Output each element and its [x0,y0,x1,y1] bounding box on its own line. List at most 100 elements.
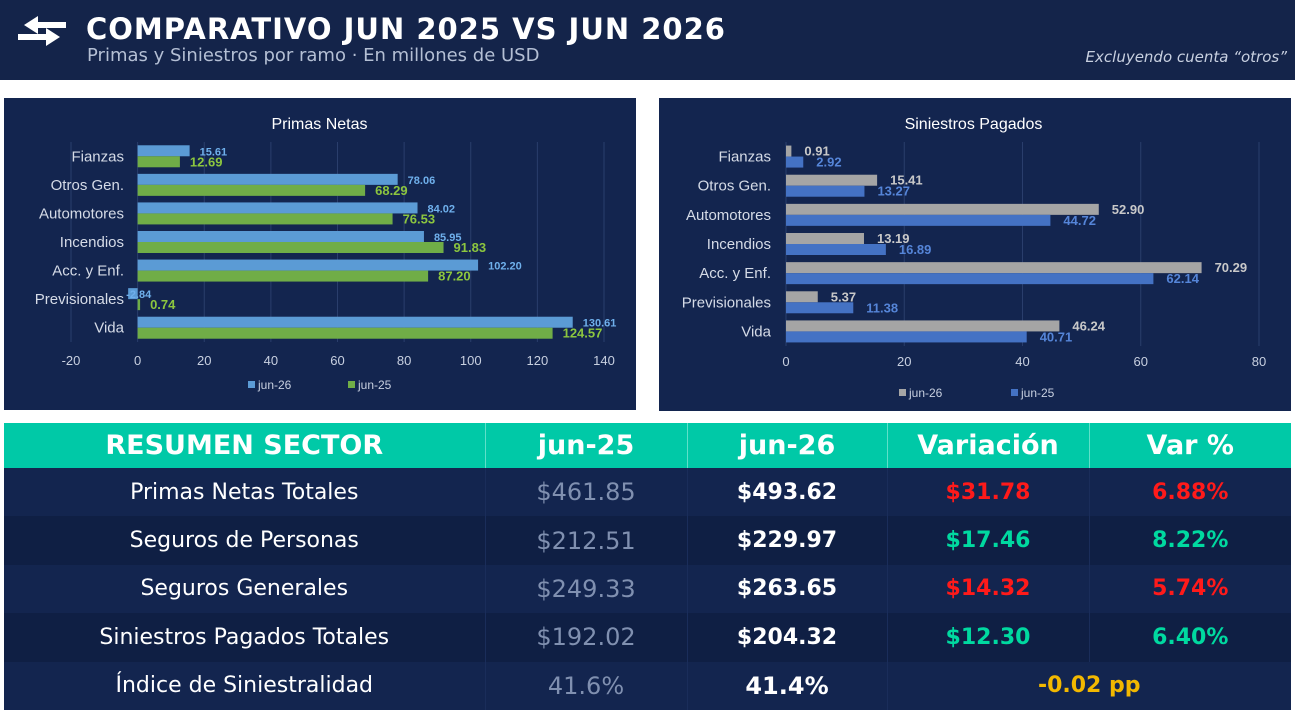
category-label: Otros Gen. [698,178,771,195]
x-tick-label: 100 [460,353,482,368]
legend-swatch [899,389,906,396]
siniestros-pagados-chart-panel: Siniestros Pagados 0 20 40 60 80 Fianzas 0.91 2.… [659,98,1291,411]
bar [786,331,1027,343]
category-label: Vida [741,323,771,340]
bar [786,203,1099,215]
row-jun25-value: $212.51 [485,516,688,565]
category-label: Vida [94,320,124,337]
legend-label: jun-25 [1020,386,1055,400]
category-label: Incendios [707,236,771,253]
bar [137,231,424,242]
category-label: Previsionales [682,294,771,311]
bar [786,145,792,157]
x-tick-label: 80 [397,353,411,368]
x-tick-label: 60 [1134,354,1148,369]
data-label: 76.53 [403,211,436,226]
page-subtitle: Primas y Siniestros por ramo · En millon… [87,45,540,66]
table-row: Primas Netas Totales $461.85 $493.62 $31… [4,468,1291,517]
page-title: COMPARATIVO JUN 2025 VS JUN 2026 [86,12,726,46]
index-jun25-value: 41.6% [485,661,688,710]
row-label: Seguros Generales [4,564,486,614]
index-label: Índice de Siniestralidad [4,661,486,710]
row-variation: $17.46 [887,516,1090,565]
summary-header-jun26: jun-26 [687,423,888,468]
row-variation-pct: 6.40% [1089,613,1291,662]
bar [128,288,138,300]
exclusion-note: Excluyendo cuenta “otros” [1085,48,1287,66]
category-label: Previsionales [35,291,124,308]
index-jun26-value: 41.4% [687,661,888,710]
bar [137,184,366,196]
x-tick-label: 80 [1252,354,1266,369]
summary-header-variacion: Variación [887,423,1090,468]
bar [137,259,479,271]
row-variation: $12.30 [887,613,1090,662]
legend-swatch [248,381,255,388]
legend-label: jun-26 [257,378,292,392]
data-label: 15.61 [200,146,228,158]
category-label: Automotores [39,205,124,222]
legend-label: jun-26 [908,386,943,400]
bar [786,320,1060,332]
bar [786,185,865,197]
bar [137,156,180,168]
category-label: Otros Gen. [51,177,124,194]
summary-header-jun25: jun-25 [485,423,688,468]
primas-netas-chart-panel: Primas Netas -20 0 20 40 60 80 100 120 140 Fianzas… [4,98,636,410]
data-label: 102.20 [488,261,522,273]
x-tick-label: 20 [897,354,911,369]
data-label: 68.29 [375,183,408,198]
data-label: 124.57 [563,326,603,341]
bar [786,291,818,303]
data-label: 91.83 [454,240,487,255]
row-label: Primas Netas Totales [4,468,486,517]
row-jun26-value: $204.32 [687,613,888,662]
chart-title: Siniestros Pagados [905,116,1043,133]
data-label: 52.90 [1112,202,1145,217]
data-label: 46.24 [1072,318,1105,333]
summary-header-row: RESUMEN SECTOR jun-25 jun-26 Variación V… [4,423,1291,468]
row-variation-pct: 5.74% [1089,564,1291,614]
data-label: 0.91 [804,144,829,159]
data-label: 16.89 [899,242,932,257]
bar [786,244,886,255]
category-label: Fianzas [718,149,771,166]
data-label: 11.38 [866,300,898,315]
bar [786,174,878,186]
data-label: 87.20 [438,269,471,284]
data-label: -2.84 [126,289,152,301]
bar [137,213,393,225]
x-tick-label: 0 [782,354,789,369]
legend-swatch [1011,389,1018,396]
bar [786,233,864,244]
category-label: Acc. y Enf. [52,263,124,280]
summary-header-sector: RESUMEN SECTOR [4,423,486,468]
data-label: 12.69 [190,154,223,169]
bar [137,202,418,214]
data-label: 44.72 [1063,213,1096,228]
summary-header-var-pct: Var % [1089,423,1291,468]
x-tick-label: 60 [330,353,344,368]
x-tick-label: 140 [593,353,615,368]
legend-swatch [348,381,355,388]
bar [786,214,1051,226]
index-variation-pp: -0.02 pp [887,661,1291,710]
data-label: 78.06 [408,175,436,187]
bar [137,173,398,185]
category-label: Fianzas [71,148,124,165]
data-label: 15.41 [890,173,923,188]
data-label: 85.95 [434,232,462,244]
data-label: 130.61 [583,318,617,330]
bar [137,299,141,311]
table-row: Siniestros Pagados Totales $192.02 $204.… [4,613,1291,662]
row-jun26-value: $493.62 [687,468,888,517]
category-label: Acc. y Enf. [699,265,771,282]
data-label: 0.74 [150,297,176,312]
data-label: 5.37 [831,289,856,304]
data-label: 40.71 [1040,329,1073,344]
table-row: Seguros Generales $249.33 $263.65 $14.32… [4,564,1291,614]
row-jun25-value: $192.02 [485,613,688,662]
row-jun25-value: $249.33 [485,564,688,614]
bar [786,302,854,314]
data-label: 13.19 [877,231,910,246]
